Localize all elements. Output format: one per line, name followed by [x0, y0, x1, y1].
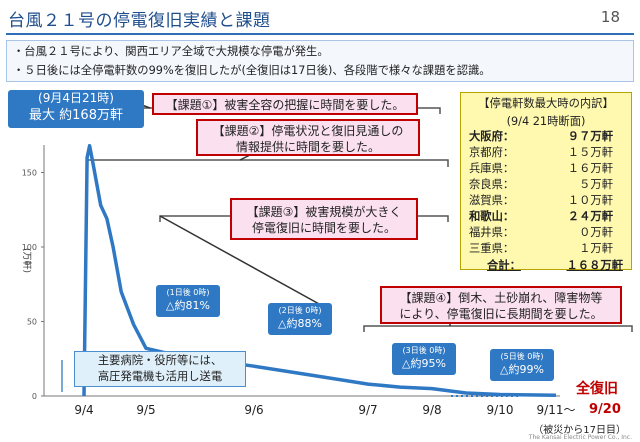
peak-label: (9月4日21時) 最大 約168万軒 [8, 90, 144, 128]
issue1-box: 【課題①】被害全容の把握に時間を要した。 [152, 93, 418, 115]
stage-day2-pct: △約88% [278, 317, 322, 330]
issue4-line1: 【課題④】倒木、土砂崩れ、障害物等 [399, 291, 603, 305]
y-tick-label: 100 [22, 243, 37, 252]
breakdown-box: 【停電軒数最大時の内訳】 (9/4 21時断面) 大阪府： ９７万軒 京都府： １５… [460, 92, 632, 272]
x-tick-label: 9/4 [74, 403, 93, 417]
x-tick-label: 9/11～ [537, 403, 576, 417]
slide-title: 台風２１号の停電復旧実績と課題 [8, 11, 271, 31]
issue2-bracket [86, 159, 449, 167]
title-rule [6, 33, 634, 35]
x-tick-label: 9/8 [422, 403, 441, 417]
stage-day3: (3日後 0時) △約95% [392, 343, 456, 375]
issue3-line1: 【課題③】被害規模が大きく [246, 205, 402, 219]
y-ticks: 0 50 100 150 [22, 169, 44, 401]
breakdown-row: 奈良県： ５万軒 [469, 178, 613, 191]
y-tick-label: 0 [32, 392, 37, 401]
y-axis-label: (万軒) [21, 248, 32, 273]
breakdown-subheader: (9/4 21時断面) [506, 115, 586, 128]
issue3-line2: 停電復旧に時間を要した。 [251, 221, 396, 235]
issue4-box: 【課題④】倒木、土砂崩れ、障害物等 により、停電復旧に長期間を要した。 [380, 286, 622, 324]
issue1-line1: 【課題①】被害全容の把握に時間を要した。 [165, 98, 405, 112]
breakdown-header: 【停電軒数最大時の内訳】 [478, 97, 614, 110]
stage-day3-label: (3日後 0時) [402, 346, 446, 355]
issue2-line2: 情報提供に時間を要した。 [235, 140, 380, 154]
issue4-line2: により、停電復旧に長期間を要した。 [399, 307, 603, 321]
x-tick-label: 9/10 [487, 403, 514, 417]
breakdown-row: 和歌山： ２４万軒 [469, 210, 613, 223]
hospital-note-line2: 高圧発電機も活用し送電 [97, 370, 223, 383]
issue2-box: 【課題②】停電状況と復旧見通しの 情報提供に時間を要した。 [196, 119, 420, 156]
x-tick-label: 9/5 [136, 403, 155, 417]
footnote: （被災から17日目） [533, 425, 626, 436]
breakdown-row: 三重県： １万軒 [469, 242, 613, 255]
stage-day1: (1日後 0時) △約81% [156, 285, 220, 317]
full-recovery-label: 全復旧 [576, 381, 618, 397]
x-ticks: 9/4 9/5 9/6 9/7 9/8 9/10 9/11～ [74, 403, 575, 417]
breakdown-row: 兵庫県： １６万軒 [469, 162, 613, 175]
full-recovery-date: 9/20 [589, 402, 621, 417]
breakdown-row: 大阪府： ９７万軒 [469, 130, 613, 143]
breakdown-row: 滋賀県： １０万軒 [469, 194, 613, 207]
stage-day5-pct: △約99% [500, 363, 544, 376]
stage-day1-pct: △約81% [166, 299, 210, 312]
summary-box: ・台風２１号により、関西エリア全域で大規模な停電が発生。 ・５日後には全停電軒数… [6, 40, 634, 82]
peak-label-line1: (9月4日21時) [38, 91, 114, 105]
summary-line-2: ・５日後には全停電軒数の99%を復旧したが(全復旧は17日後)、各段階で様々な課… [13, 64, 491, 77]
hospital-note-line1: 主要病院・役所等には、 [97, 354, 223, 367]
stage-day3-pct: △約95% [402, 357, 446, 370]
stage-day2-label: (2日後 0時) [278, 306, 322, 315]
company-name: The Kansai Electric Power Co., Inc. [528, 434, 632, 441]
stage-day2: (2日後 0時) △約88% [268, 303, 332, 335]
issue2-line1: 【課題②】停電状況と復旧見通しの [212, 124, 404, 138]
x-tick-label: 9/6 [244, 403, 263, 417]
breakdown-row: 福井県： ０万軒 [469, 226, 613, 239]
breakdown-row: 京都府： １５万軒 [469, 146, 613, 159]
stage-day5: (5日後 0時) △約99% [490, 349, 554, 381]
hospital-note: 主要病院・役所等には、 高圧発電機も活用し送電 [74, 351, 246, 387]
peak-label-line2: 最大 約168万軒 [29, 108, 123, 123]
breakdown-total: 合計： １６８万軒 [487, 259, 623, 272]
x-tick-label: 9/7 [358, 403, 377, 417]
summary-line-1: ・台風２１号により、関西エリア全域で大規模な停電が発生。 [13, 45, 329, 58]
stage-day5-label: (5日後 0時) [500, 352, 544, 361]
y-tick-label: 150 [22, 169, 37, 178]
y-tick-label: 50 [27, 318, 37, 327]
stage-day1-label: (1日後 0時) [166, 288, 210, 297]
page-number: 18 [600, 8, 620, 26]
issue3-pointer [159, 215, 331, 311]
issue4-bracket [363, 325, 633, 332]
issue3-box: 【課題③】被害規模が大きく 停電復旧に時間を要した。 [230, 198, 418, 240]
